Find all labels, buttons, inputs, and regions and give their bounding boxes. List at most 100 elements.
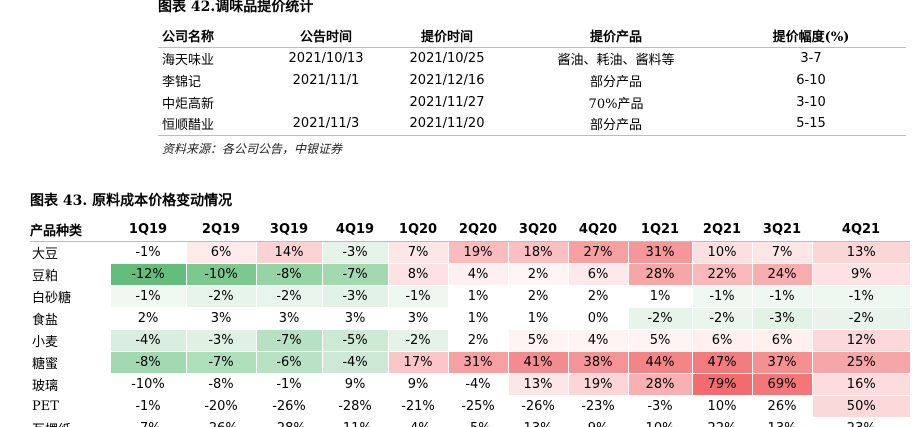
table43-cell-value: -26%: [185, 417, 256, 427]
table43-header-quarter: 3Q19: [256, 219, 322, 242]
table43-cell-value: -1%: [387, 285, 448, 308]
table43-cell-value: -7%: [109, 417, 186, 427]
table43-cell-value: -12%: [109, 263, 186, 286]
table43-cell-value: 1%: [627, 285, 692, 308]
table43-cell-value: 9%: [811, 263, 910, 286]
table43-row-label: 白砂糖: [32, 290, 72, 306]
table43-cell-value: 3%: [255, 307, 322, 330]
table43-cell-value: 37%: [751, 351, 812, 374]
table42-cell-announce-date: 2021/11/3: [274, 113, 378, 136]
table43-cell-value: 9%: [567, 417, 628, 427]
table42-header-raise-date: 提价时间: [378, 25, 516, 48]
table43-header-quarter: 1Q20: [388, 219, 448, 242]
table43-cell-value: -4%: [321, 351, 388, 374]
table42-cell-raise-date: 2021/10/25: [409, 50, 485, 66]
table43-header-quarter: 4Q19: [322, 219, 388, 242]
table43-cell-value: 24%: [751, 263, 812, 286]
table43-cell-value: 79%: [691, 373, 752, 396]
table43-cell-value: -2%: [387, 329, 448, 352]
table43-cell-value: -1%: [109, 395, 186, 418]
table43-cell-value: -2%: [691, 307, 752, 330]
table43-cell-value: -3%: [321, 285, 388, 308]
table42-header-product: 提价产品: [516, 25, 716, 48]
table43-row: 大豆 -1% 6% 14% -3% 7% 19% 18% 27% 31% 10% 7% 13%: [30, 241, 910, 264]
table42-source-note: 资料来源：各公司公告，中银证券: [162, 142, 343, 156]
table43-cell-value: 69%: [751, 373, 812, 396]
table42-cell-announce-date: [274, 91, 378, 113]
table43-header-quarter: 3Q20: [508, 219, 568, 242]
table43-cell-value: -5%: [447, 417, 508, 427]
table43-header-quarter: 2Q20: [448, 219, 508, 242]
table43-header-quarter: 4Q20: [568, 219, 628, 242]
table43-cell-value: 7%: [751, 241, 812, 264]
table42: 公司名称 公告时间 提价时间 提价产品 提价幅度(%) 海天味业 2021/10…: [158, 25, 906, 136]
table43-heatmap: 产品种类 1Q19 2Q19 3Q19 4Q19 1Q20 2Q20 3Q20 …: [30, 219, 910, 427]
table42-cell-product: 部分产品: [516, 113, 716, 136]
table43-cell-value: -28%: [255, 417, 322, 427]
table43-cell-value: 22%: [691, 263, 752, 286]
table43-cell-value: 19%: [567, 373, 628, 396]
table42-cell-announce-date: 2021/11/1: [292, 72, 360, 88]
table43-header-quarter: 4Q21: [812, 219, 910, 242]
table42-cell-product: 酱油、耗油、酱料等: [557, 52, 675, 68]
table43-cell-value: -4%: [387, 417, 448, 427]
table43-header-quarter: 3Q21: [752, 219, 812, 242]
table43-cell-value: 0%: [567, 307, 628, 330]
table43-row: 豆粕 -12% -10% -8% -7% 8% 4% 2% 6% 28% 22% 24% 9%: [30, 263, 910, 286]
table43-cell-value: 10%: [691, 241, 752, 264]
table43-cell-value: -3%: [185, 329, 256, 352]
table43-cell-value: 13%: [751, 417, 812, 427]
table42-cell-announce-date: 2021/10/13: [288, 50, 364, 66]
table43-cell-value: -1%: [811, 285, 910, 308]
table43-cell-value: -4%: [109, 329, 186, 352]
table43-cell-value: -1%: [691, 285, 752, 308]
table42-cell-range: 6-10: [796, 72, 826, 88]
table42-header-company: 公司名称: [158, 25, 274, 48]
table43-cell-value: 13%: [811, 241, 910, 264]
table43-row: 玻璃 -10% -8% -1% 9% 9% -4% 13% 19% 28% 79% 69% 16%: [30, 373, 910, 396]
table42-title: 图表 42.调味品提价统计: [158, 0, 314, 15]
table43-cell-value: 4%: [447, 263, 508, 286]
table43-cell-value: 6%: [567, 263, 628, 286]
table42-header-announce-date: 公告时间: [274, 25, 378, 48]
table42-cell-company: 恒顺醋业: [158, 113, 274, 136]
table43-cell-value: -2%: [627, 307, 692, 330]
table43-cell-value: -1%: [255, 373, 322, 396]
table43-cell-value: 28%: [627, 373, 692, 396]
table43-cell-value: -7%: [255, 329, 322, 352]
table42-row: 海天味业 2021/10/13 2021/10/25 酱油、耗油、酱料等 3-7: [158, 47, 906, 69]
table43-cell-value: 31%: [447, 351, 508, 374]
table43-cell-value: -2%: [811, 307, 910, 330]
table43-row-label: 糖蜜: [32, 356, 59, 372]
table43-cell-value: -28%: [321, 395, 388, 418]
table43-cell-value: -1%: [109, 285, 186, 308]
table43-row: 瓦楞纸-7%-26%-28%-11%-4%-5%13%9%10%22%13%23…: [30, 417, 910, 427]
table43-cell-value: -8%: [109, 351, 186, 374]
table43-cell-value: -6%: [255, 351, 322, 374]
table43-cell-value: -2%: [185, 285, 256, 308]
table43-cell-value: -23%: [567, 395, 628, 418]
table43-cell-value: 6%: [751, 329, 812, 352]
table43-row: PET -1% -20% -26% -28% -21% -25% -26% -23% -3% 10%…: [30, 395, 910, 418]
table42-cell-company: 李锦记: [162, 74, 202, 90]
table43-cell-value: 2%: [507, 263, 568, 286]
table43-cell-value: -8%: [255, 263, 322, 286]
table43-cell-value: 1%: [447, 285, 508, 308]
table43-cell-value: 2%: [109, 307, 186, 330]
table43-cell-value: 44%: [627, 351, 692, 374]
table43-cell-value: -7%: [185, 351, 256, 374]
table43-row: 白砂糖 -1% -2% -2% -3% -1% 1% 2% 2% 1% -1% -1% -1%: [30, 285, 910, 308]
table43-row-label: 大豆: [32, 246, 59, 262]
table43-cell-value: 2%: [447, 329, 508, 352]
table43-cell-value: 8%: [387, 263, 448, 286]
table43-cell-value: 3%: [185, 307, 256, 330]
table43-cell-value: -21%: [387, 395, 448, 418]
table43-row-label: 豆粕: [32, 268, 59, 284]
table42-cell-raise-date: 2021/11/20: [378, 113, 516, 136]
table43-cell-value: 5%: [627, 329, 692, 352]
table43-cell-value: -25%: [447, 395, 508, 418]
table43-cell-value: 9%: [387, 373, 448, 396]
table43-row-label: 瓦楞纸: [30, 417, 110, 427]
table43-cell-value: -5%: [321, 329, 388, 352]
table43-cell-value: 22%: [691, 417, 752, 427]
